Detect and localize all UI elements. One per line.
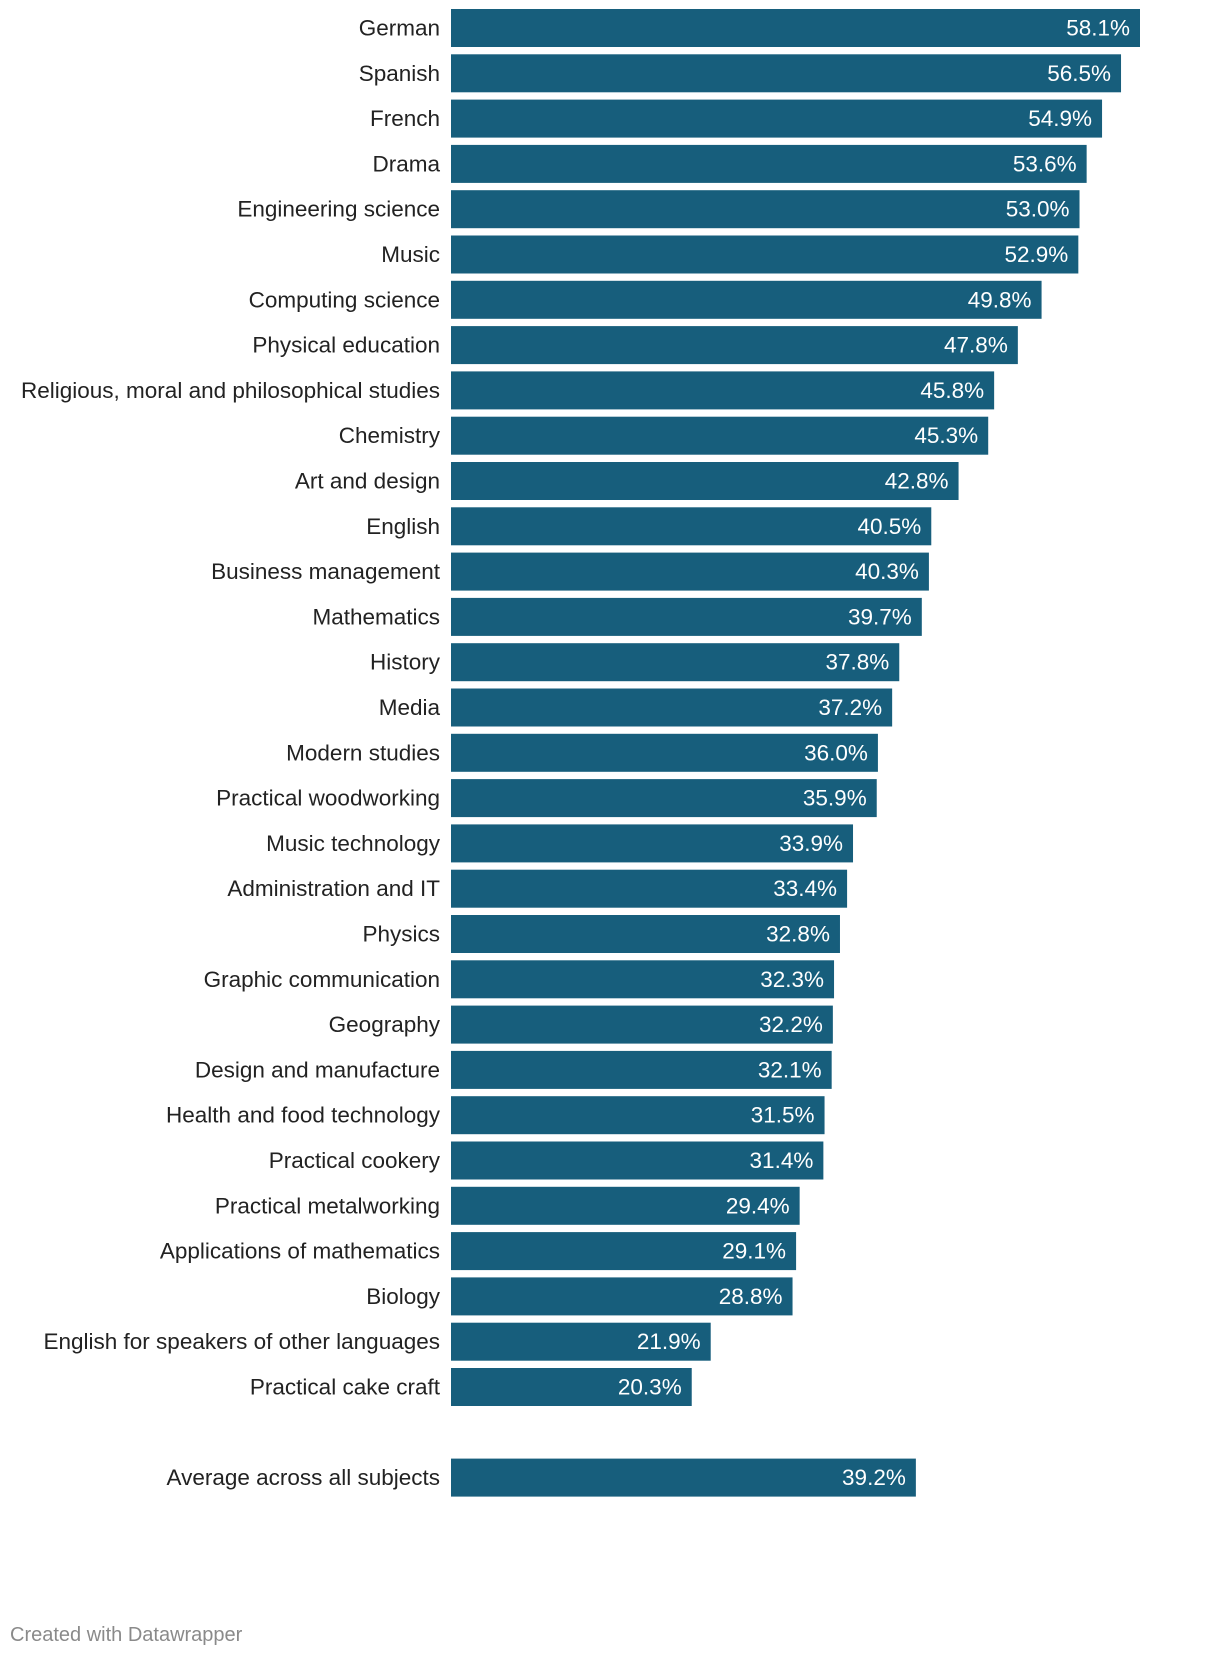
- data-value-label: 20.3%: [618, 1375, 682, 1400]
- data-value-label: 58.1%: [1066, 16, 1130, 41]
- data-category-label: Physical education: [252, 333, 440, 358]
- data-category-label: English: [366, 514, 440, 539]
- data-value-label: 32.2%: [759, 1012, 823, 1037]
- data-bar: [451, 99, 1103, 138]
- data-value-label: 45.3%: [914, 423, 978, 448]
- data-category-label: Business management: [211, 559, 441, 584]
- data-category-label: Drama: [372, 151, 440, 176]
- data-bar: [451, 597, 922, 636]
- data-category-label: History: [370, 650, 441, 675]
- data-bar: [451, 1096, 825, 1135]
- data-value-label: 29.4%: [726, 1193, 790, 1218]
- data-category-label: Graphic communication: [204, 967, 440, 992]
- data-category-label: English for speakers of other languages: [44, 1329, 441, 1354]
- data-value-label: 32.3%: [760, 967, 824, 992]
- data-bar: [451, 869, 848, 908]
- data-value-label: 32.8%: [766, 922, 830, 947]
- data-bar: [451, 1005, 833, 1044]
- data-value-label: 36.0%: [804, 740, 868, 765]
- data-bar: [451, 416, 989, 455]
- data-category-label: Media: [379, 695, 441, 720]
- data-category-label: Administration and IT: [227, 876, 440, 901]
- average-bar: [451, 1458, 916, 1497]
- datawrapper-credit[interactable]: Created with Datawrapper: [10, 1624, 243, 1646]
- data-category-label: Design and manufacture: [195, 1057, 440, 1082]
- data-category-label: Applications of mathematics: [160, 1239, 440, 1264]
- data-bar: [451, 1277, 793, 1316]
- average-category-label: Average across all subjects: [167, 1465, 440, 1490]
- data-bar: [451, 462, 959, 500]
- data-category-label: Music: [381, 242, 440, 267]
- data-category-label: Art and design: [295, 469, 440, 494]
- data-bar: [451, 144, 1087, 183]
- data-bar: [451, 824, 854, 863]
- data-value-label: 40.3%: [855, 559, 919, 584]
- data-category-label: Music technology: [266, 831, 441, 856]
- data-category-label: Practical cake craft: [250, 1375, 441, 1400]
- data-value-label: 52.9%: [1005, 242, 1069, 267]
- data-bar: [451, 1232, 797, 1271]
- data-value-label: 21.9%: [637, 1329, 701, 1354]
- data-bar: [451, 54, 1122, 93]
- data-bar: [451, 688, 893, 727]
- data-category-label: Engineering science: [237, 197, 440, 222]
- data-value-label: 42.8%: [885, 469, 949, 494]
- data-bar: [451, 190, 1080, 229]
- data-bar: [451, 1368, 692, 1406]
- data-bar: [451, 915, 840, 953]
- data-value-label: 29.1%: [722, 1239, 786, 1264]
- data-value-label: 45.8%: [920, 378, 984, 403]
- data-bar: [451, 733, 878, 772]
- data-bar: [451, 9, 1140, 47]
- data-category-label: Practical metalworking: [215, 1193, 440, 1218]
- data-bar: [451, 280, 1042, 319]
- data-value-label: 28.8%: [719, 1284, 783, 1309]
- data-bar: [451, 507, 932, 546]
- data-category-label: Practical cookery: [269, 1148, 441, 1173]
- data-category-label: Computing science: [249, 287, 440, 312]
- data-category-label: German: [359, 16, 440, 41]
- data-category-label: Chemistry: [339, 423, 441, 448]
- data-value-label: 53.0%: [1006, 197, 1070, 222]
- data-bar: [451, 960, 835, 999]
- data-bar: [451, 1186, 800, 1225]
- data-category-label: Biology: [366, 1284, 441, 1309]
- bar-chart: German 58.1% Spanish 56.5% French 54.9% Drama 5…: [21, 9, 1140, 1497]
- data-bar: [451, 1050, 832, 1089]
- data-value-label: 54.9%: [1028, 106, 1092, 131]
- data-category-label: Practical woodworking: [216, 786, 440, 811]
- data-value-label: 35.9%: [803, 786, 867, 811]
- data-value-label: 53.6%: [1013, 151, 1077, 176]
- data-value-label: 31.5%: [751, 1103, 815, 1128]
- data-category-label: Mathematics: [312, 604, 440, 629]
- data-bar: [451, 779, 877, 818]
- data-value-label: 56.5%: [1047, 61, 1111, 86]
- data-bar: [451, 1322, 711, 1361]
- data-value-label: 32.1%: [758, 1057, 822, 1082]
- data-bar: [451, 235, 1079, 274]
- data-category-label: Physics: [362, 922, 440, 947]
- data-value-label: 33.9%: [779, 831, 843, 856]
- data-value-label: 39.7%: [848, 604, 912, 629]
- data-category-label: Modern studies: [286, 740, 440, 765]
- data-value-label: 33.4%: [773, 876, 837, 901]
- data-bar: [451, 371, 995, 410]
- data-value-label: 49.8%: [968, 287, 1032, 312]
- data-category-label: French: [370, 106, 440, 131]
- data-value-label: 47.8%: [944, 333, 1008, 358]
- data-value-label: 31.4%: [750, 1148, 814, 1173]
- average-value-label: 39.2%: [842, 1465, 906, 1490]
- data-value-label: 40.5%: [857, 514, 921, 539]
- data-value-label: 37.8%: [825, 650, 889, 675]
- data-value-label: 37.2%: [818, 695, 882, 720]
- data-category-label: Spanish: [359, 61, 440, 86]
- data-category-label: Religious, moral and philosophical studi…: [21, 378, 440, 403]
- data-bar: [451, 552, 929, 591]
- data-category-label: Geography: [329, 1012, 441, 1037]
- data-bar: [451, 643, 900, 682]
- data-bar: [451, 326, 1018, 365]
- data-category-label: Health and food technology: [166, 1103, 441, 1128]
- data-bar: [451, 1141, 824, 1180]
